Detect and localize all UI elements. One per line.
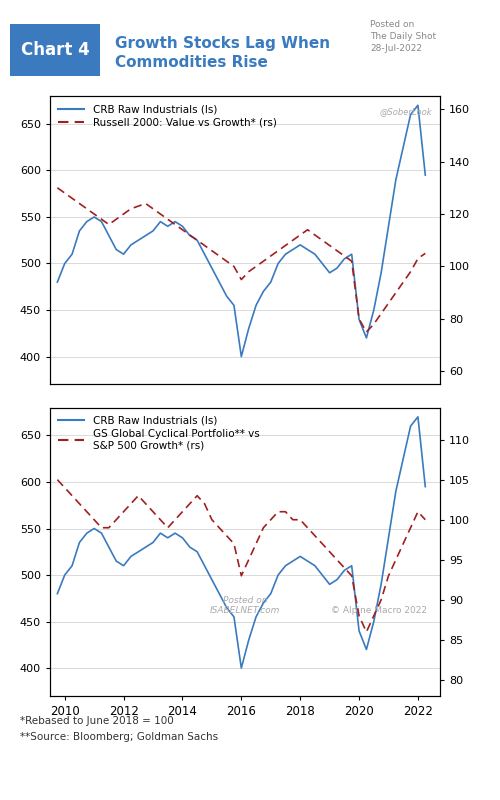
Legend: CRB Raw Industrials (ls), GS Global Cyclical Portfolio** vs
S&P 500 Growth* (rs): CRB Raw Industrials (ls), GS Global Cycl… <box>55 413 262 454</box>
Text: Chart 4: Chart 4 <box>20 41 89 59</box>
Text: Posted on
The Daily Shot
28-Jul-2022: Posted on The Daily Shot 28-Jul-2022 <box>370 20 436 53</box>
Text: *Rebased to June 2018 = 100: *Rebased to June 2018 = 100 <box>20 716 174 726</box>
Text: Growth Stocks Lag When
Commodities Rise: Growth Stocks Lag When Commodities Rise <box>115 36 330 70</box>
Text: **Source: Bloomberg; Goldman Sachs: **Source: Bloomberg; Goldman Sachs <box>20 732 218 742</box>
Legend: CRB Raw Industrials (ls), Russell 2000: Value vs Growth* (rs): CRB Raw Industrials (ls), Russell 2000: … <box>55 102 280 130</box>
Text: © Alpine Macro 2022: © Alpine Macro 2022 <box>331 606 427 615</box>
Text: Posted on
ISABELNET.com: Posted on ISABELNET.com <box>210 596 280 615</box>
Text: @SoberLook: @SoberLook <box>380 107 432 117</box>
